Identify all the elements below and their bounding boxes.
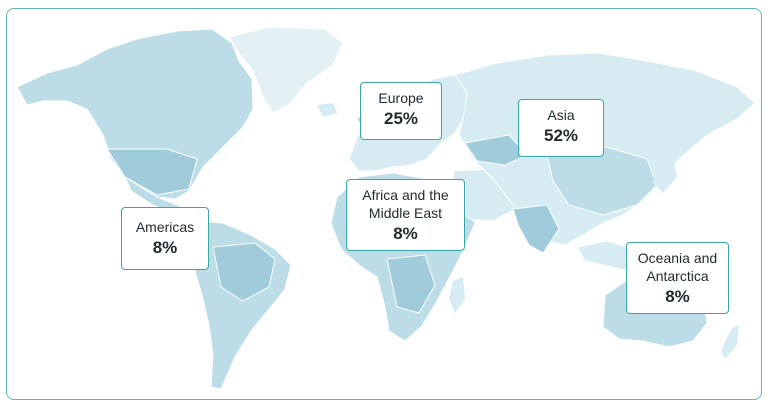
region-name: Asia	[547, 107, 575, 123]
region-name: Europe	[378, 90, 424, 106]
region-name: Africa and the Middle East	[362, 187, 449, 221]
central-africa-region[interactable]	[386, 254, 436, 314]
region-callout-oceania-antarctica[interactable]: Oceania and Antarctica 8%	[626, 242, 729, 314]
india-region[interactable]	[512, 204, 560, 254]
region-name: Oceania and Antarctica	[637, 250, 718, 284]
region-callout-europe[interactable]: Europe 25%	[360, 82, 442, 140]
region-callout-asia[interactable]: Asia 52%	[518, 99, 604, 157]
north-america-landmass[interactable]	[16, 28, 254, 200]
new-zealand-landmass[interactable]	[721, 325, 739, 359]
brazil-region[interactable]	[212, 242, 276, 302]
region-value: 8%	[665, 287, 690, 306]
map-frame: Europe 25% Asia 52% Africa and the Middl…	[6, 8, 762, 400]
china-region[interactable]	[546, 146, 658, 216]
region-callout-americas[interactable]: Americas 8%	[121, 207, 209, 270]
region-value: 8%	[393, 224, 418, 243]
japan-landmass[interactable]	[653, 151, 677, 193]
iceland-landmass[interactable]	[317, 103, 337, 117]
madagascar-landmass[interactable]	[449, 277, 465, 313]
greenland-landmass[interactable]	[228, 26, 344, 114]
central-asia-region[interactable]	[464, 134, 528, 166]
region-value: 8%	[152, 238, 178, 257]
region-value: 52%	[543, 126, 579, 145]
region-name: Americas	[135, 219, 195, 235]
region-callout-africa-middle-east[interactable]: Africa and the Middle East 8%	[346, 179, 465, 251]
region-value: 25%	[383, 109, 419, 128]
